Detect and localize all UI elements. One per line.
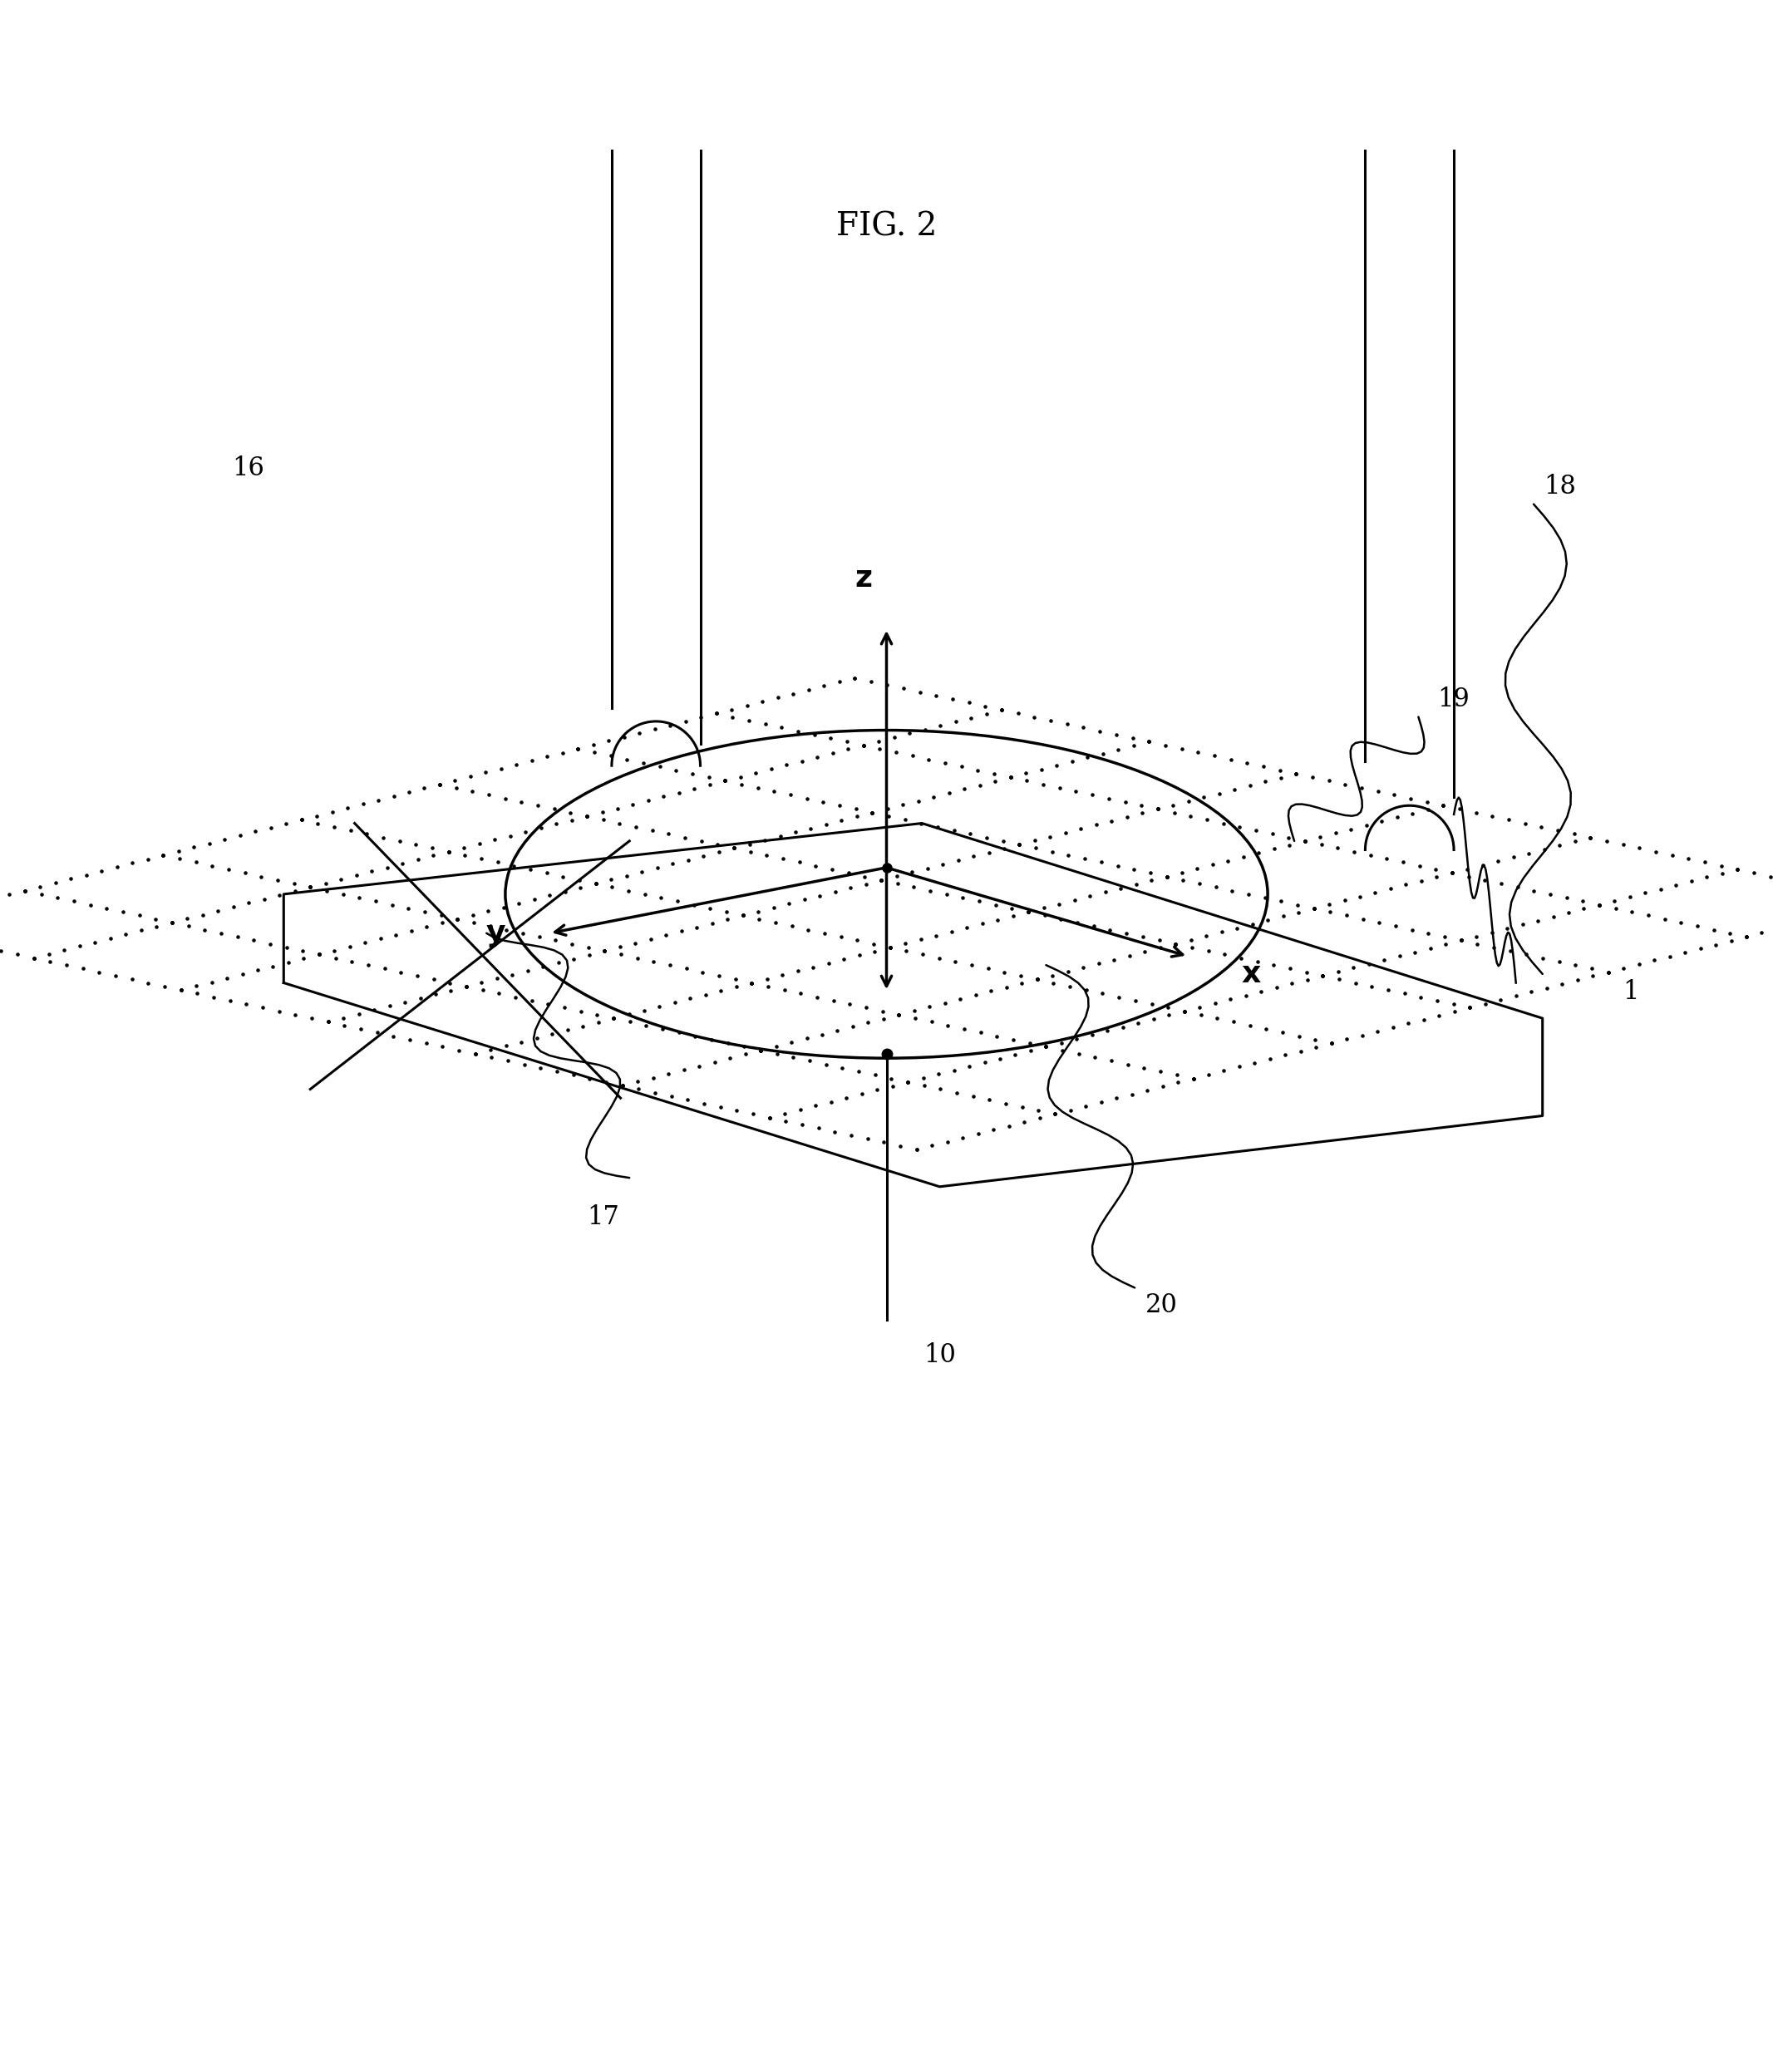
- Text: z: z: [855, 564, 872, 593]
- Text: 20: 20: [1145, 1293, 1177, 1318]
- Text: y: y: [486, 920, 505, 947]
- Text: 10: 10: [924, 1343, 956, 1368]
- Text: 18: 18: [1544, 474, 1576, 499]
- Text: 16: 16: [232, 456, 264, 481]
- Text: 1: 1: [1622, 978, 1640, 1005]
- Text: 17: 17: [587, 1204, 619, 1229]
- Text: 19: 19: [1438, 686, 1470, 713]
- Text: FIG. 2: FIG. 2: [837, 211, 936, 242]
- Text: x: x: [1241, 959, 1261, 988]
